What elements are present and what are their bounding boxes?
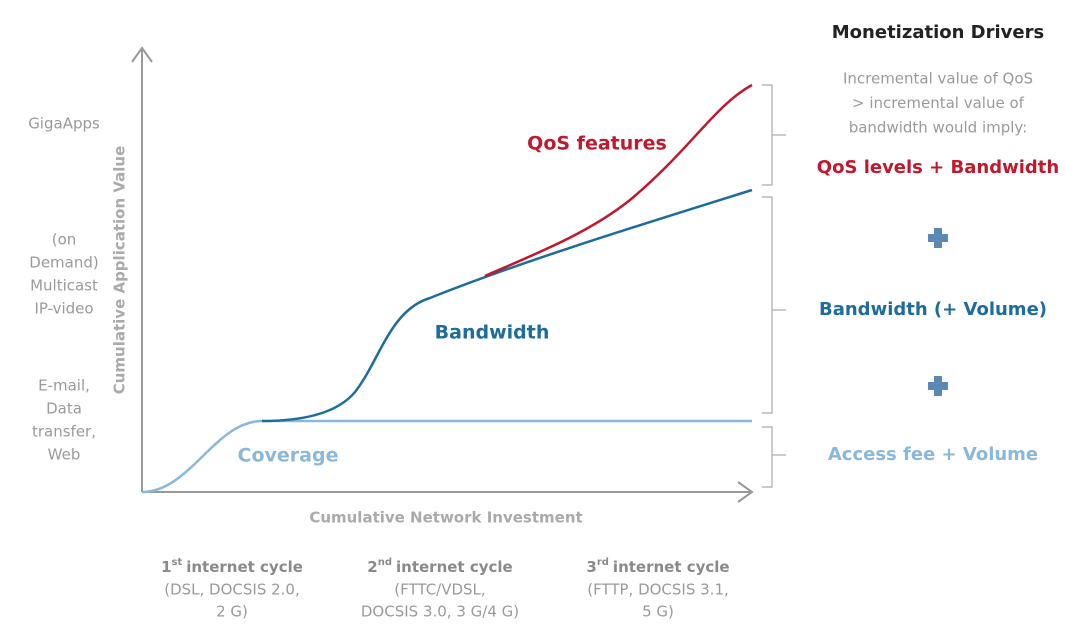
y-axis-title: Cumulative Application Value bbox=[111, 146, 129, 395]
cycle-suffix: rd bbox=[597, 557, 609, 568]
y-arrow bbox=[131, 46, 153, 63]
y-level-label: transfer, bbox=[32, 423, 96, 441]
cycle-detail: DOCSIS 3.0, 3 G/4 G) bbox=[361, 603, 519, 621]
bandwidth-curve bbox=[261, 188, 753, 423]
y-level-label: Data bbox=[46, 400, 82, 418]
cycle-name: internet cycle bbox=[613, 558, 730, 576]
cycle-detail: 5 G) bbox=[642, 603, 674, 621]
coverage-label: Coverage bbox=[238, 445, 339, 467]
cycle-detail: (FTTC/VDSL, bbox=[394, 581, 485, 599]
y-level-label: Multicast bbox=[30, 277, 98, 295]
plus-icon bbox=[928, 376, 948, 396]
cycle-name: internet cycle bbox=[186, 558, 303, 576]
x-arrow bbox=[737, 481, 754, 503]
drivers-title: Monetization Drivers bbox=[832, 22, 1044, 43]
bracket bbox=[762, 426, 773, 488]
y-level-label: Demand) bbox=[29, 254, 98, 272]
access-driver: Access fee + Volume bbox=[828, 444, 1038, 465]
cycle-suffix: nd bbox=[378, 557, 392, 568]
qos-driver: QoS levels + Bandwidth bbox=[817, 157, 1059, 178]
brackets bbox=[762, 84, 786, 488]
texts: GigaApps (on Demand) Multicast IP-video E-mai… bbox=[28, 70, 1033, 621]
cycle-title: 3rd internet cycle bbox=[586, 557, 729, 576]
bracket bbox=[762, 196, 773, 414]
bandwidth-label: Bandwidth bbox=[435, 322, 550, 344]
cycle-detail: (DSL, DOCSIS 2.0, bbox=[164, 581, 300, 599]
y-level-label: GigaApps bbox=[28, 115, 100, 133]
qos-curve bbox=[484, 83, 753, 278]
cycle-name: internet cycle bbox=[396, 558, 513, 576]
cycle-title: 2nd internet cycle bbox=[367, 557, 512, 576]
coverage-curve bbox=[141, 419, 752, 494]
cycle-number: 2 bbox=[367, 558, 377, 576]
plus-icons bbox=[928, 228, 948, 396]
drivers-note: Incremental value of QoS bbox=[843, 70, 1033, 88]
cycle-title: 1st internet cycle bbox=[161, 557, 303, 576]
bracket bbox=[762, 84, 773, 186]
bandwidth-driver: Bandwidth (+ Volume) bbox=[819, 299, 1047, 320]
plus-icon bbox=[928, 228, 948, 248]
drivers-note: bandwidth would imply: bbox=[849, 119, 1028, 137]
cycle-number: 3 bbox=[586, 558, 596, 576]
y-level-label: IP-video bbox=[34, 300, 93, 318]
cycle-number: 1 bbox=[161, 558, 171, 576]
cycle-suffix: st bbox=[172, 557, 183, 568]
drivers-note: > incremental value of bbox=[852, 94, 1025, 112]
y-level-label: (on bbox=[52, 231, 77, 249]
y-level-label: E-mail, bbox=[38, 377, 90, 395]
x-axis-title: Cumulative Network Investment bbox=[309, 509, 582, 527]
y-level-label: Web bbox=[48, 446, 81, 464]
axes bbox=[131, 46, 754, 503]
curves bbox=[141, 83, 753, 494]
cycle-detail: 2 G) bbox=[216, 603, 248, 621]
cycle-detail: (FTTP, DOCSIS 3.1, bbox=[587, 581, 729, 599]
qos-label: QoS features bbox=[527, 133, 667, 155]
